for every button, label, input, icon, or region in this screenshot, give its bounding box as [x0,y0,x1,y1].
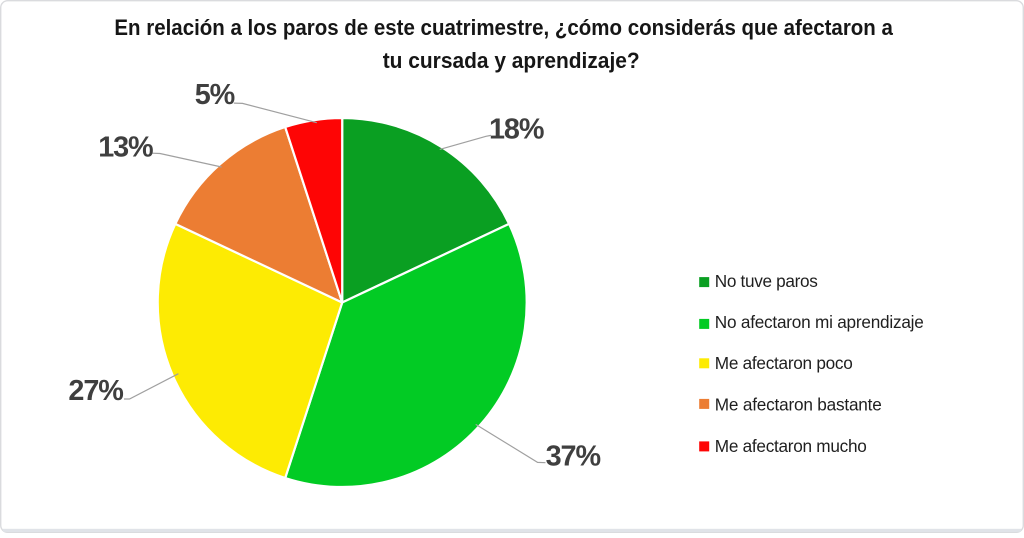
svg-text:En relación a los paros de est: En relación a los paros de este cuatrime… [114,15,893,40]
svg-text:27%: 27% [68,375,123,407]
svg-text:5%: 5% [195,79,235,111]
svg-text:18%: 18% [489,114,544,146]
svg-text:Me afectaron poco: Me afectaron poco [715,353,853,373]
svg-text:37%: 37% [546,441,601,473]
svg-text:No tuve paros: No tuve paros [715,271,818,291]
svg-text:No afectaron mi aprendizaje: No afectaron mi aprendizaje [715,312,924,332]
svg-text:tu cursada y aprendizaje?: tu cursada y aprendizaje? [383,48,640,73]
svg-text:Me afectaron bastante: Me afectaron bastante [715,394,882,414]
svg-text:Me afectaron mucho: Me afectaron mucho [715,436,867,456]
svg-text:13%: 13% [98,132,153,164]
